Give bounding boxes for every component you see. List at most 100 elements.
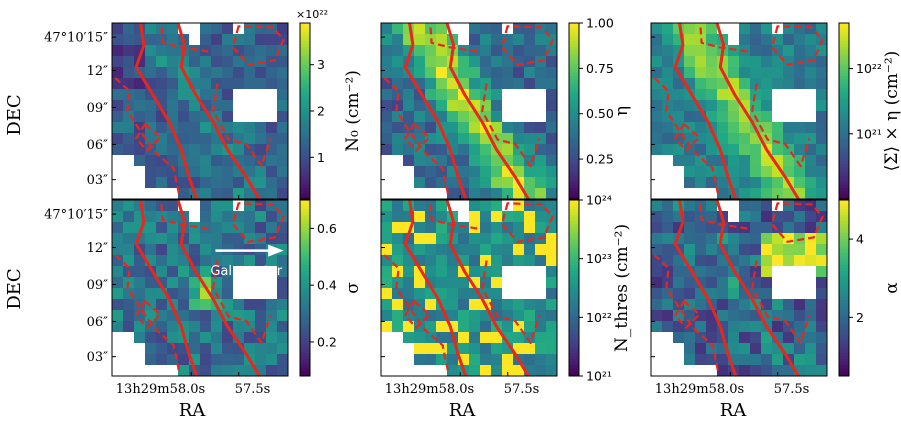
heatmap-cell bbox=[684, 166, 696, 178]
heatmap-cell bbox=[189, 321, 201, 333]
ra-axis-label-left: RA bbox=[179, 400, 207, 421]
heatmap-cell bbox=[706, 67, 718, 79]
heatmap-cell bbox=[134, 34, 146, 46]
heatmap-cell bbox=[112, 277, 124, 289]
heatmap-cell bbox=[178, 277, 190, 289]
heatmap-cell bbox=[728, 45, 740, 57]
heatmap-cell bbox=[816, 78, 828, 90]
heatmap-cell bbox=[695, 222, 707, 234]
heatmap-cell bbox=[684, 23, 696, 35]
masked-cell bbox=[513, 277, 525, 289]
heatmap-cell bbox=[436, 45, 448, 57]
colorbar-segment bbox=[300, 276, 310, 280]
heatmap-cell bbox=[513, 133, 525, 145]
colorbar-segment bbox=[569, 140, 579, 144]
heatmap-cell bbox=[403, 45, 415, 57]
colorbar-segment bbox=[569, 134, 579, 138]
heatmap-cell bbox=[436, 100, 448, 112]
heatmap-cell bbox=[513, 67, 525, 79]
heatmap-cell bbox=[662, 288, 674, 300]
colorbar-segment bbox=[569, 155, 579, 159]
heatmap-cell bbox=[255, 133, 267, 145]
heatmap-cell bbox=[684, 67, 696, 79]
colorbar-segment bbox=[839, 223, 849, 227]
heatmap-cell bbox=[414, 354, 426, 366]
heatmap-cell bbox=[783, 67, 795, 79]
heatmap-cell bbox=[524, 34, 536, 46]
heatmap-cell bbox=[178, 233, 190, 245]
heatmap-cell bbox=[436, 222, 448, 234]
heatmap-cell bbox=[414, 321, 426, 333]
heatmap-cell bbox=[414, 89, 426, 101]
masked-cell bbox=[662, 166, 674, 178]
heatmap-cell bbox=[392, 244, 404, 256]
colorbar-segment bbox=[300, 99, 310, 103]
colorbar-frame bbox=[568, 199, 580, 377]
heatmap-cell bbox=[156, 177, 168, 189]
heatmap-cell bbox=[392, 288, 404, 300]
heatmap-cell bbox=[761, 244, 773, 256]
heatmap-cell bbox=[772, 244, 784, 256]
heatmap-cell bbox=[783, 34, 795, 46]
colorbar-label: η bbox=[612, 106, 632, 116]
heatmap-cell bbox=[145, 266, 157, 278]
heatmap-cell bbox=[266, 211, 278, 223]
masked-cell bbox=[255, 288, 267, 300]
heatmap-cell bbox=[244, 365, 256, 377]
masked-cell bbox=[447, 200, 459, 212]
colorbar-segment bbox=[300, 137, 310, 141]
masked-cell bbox=[772, 277, 784, 289]
contour-dashed-top bbox=[429, 27, 478, 53]
heatmap-cell bbox=[750, 244, 762, 256]
heatmap-cell bbox=[502, 299, 514, 311]
heatmap-cell bbox=[414, 111, 426, 123]
heatmap-cell bbox=[156, 288, 168, 300]
colorbar-segment bbox=[300, 75, 310, 80]
heatmap-cell bbox=[480, 100, 492, 112]
colorbar-segment bbox=[300, 190, 310, 194]
heatmap-cell bbox=[381, 200, 393, 212]
heatmap-cell bbox=[662, 244, 674, 256]
dec-tick-label: 06″ bbox=[87, 315, 109, 330]
colorbar-segment bbox=[839, 175, 849, 179]
colorbar-tick-label: 0.6 bbox=[317, 221, 337, 236]
colorbar-segment bbox=[569, 214, 579, 219]
heatmap-cell bbox=[728, 67, 740, 79]
heatmap-cell bbox=[277, 244, 289, 256]
colorbar-segment bbox=[300, 202, 310, 207]
colorbar-segment bbox=[300, 61, 310, 65]
heatmap-cell bbox=[392, 255, 404, 267]
heatmap-cell bbox=[662, 321, 674, 333]
heatmap-cell bbox=[546, 354, 558, 366]
heatmap-cell bbox=[717, 233, 729, 245]
masked-cell bbox=[458, 34, 470, 46]
heatmap-cell bbox=[794, 299, 806, 311]
heatmap-cell bbox=[816, 200, 828, 212]
heatmap-cell bbox=[200, 211, 212, 223]
heatmap-cell bbox=[750, 166, 762, 178]
colorbar-segment bbox=[569, 105, 579, 109]
heatmap-cell bbox=[535, 122, 547, 134]
masked-cell bbox=[535, 277, 547, 289]
masked-cell bbox=[458, 23, 470, 35]
colorbar-segment bbox=[569, 202, 579, 207]
heatmap-cell bbox=[794, 211, 806, 223]
heatmap-cell bbox=[178, 365, 190, 377]
heatmap-cell bbox=[651, 277, 663, 289]
colorbar-segment bbox=[839, 217, 849, 222]
heatmap-cell bbox=[244, 144, 256, 156]
heatmap-cell bbox=[524, 211, 536, 223]
masked-cell bbox=[662, 155, 674, 167]
heatmap-cell bbox=[662, 255, 674, 267]
colorbar-segment bbox=[839, 178, 849, 182]
heatmap-cell bbox=[524, 133, 536, 145]
heatmap-cell bbox=[684, 321, 696, 333]
colorbar-segment bbox=[839, 346, 849, 351]
heatmap-cell bbox=[244, 34, 256, 46]
colorbar-segment bbox=[839, 343, 849, 348]
heatmap-cell bbox=[277, 177, 289, 189]
masked-cell bbox=[772, 89, 784, 101]
heatmap-cell bbox=[447, 255, 459, 267]
heatmap-cell bbox=[381, 100, 393, 112]
heatmap-cell bbox=[211, 56, 223, 68]
